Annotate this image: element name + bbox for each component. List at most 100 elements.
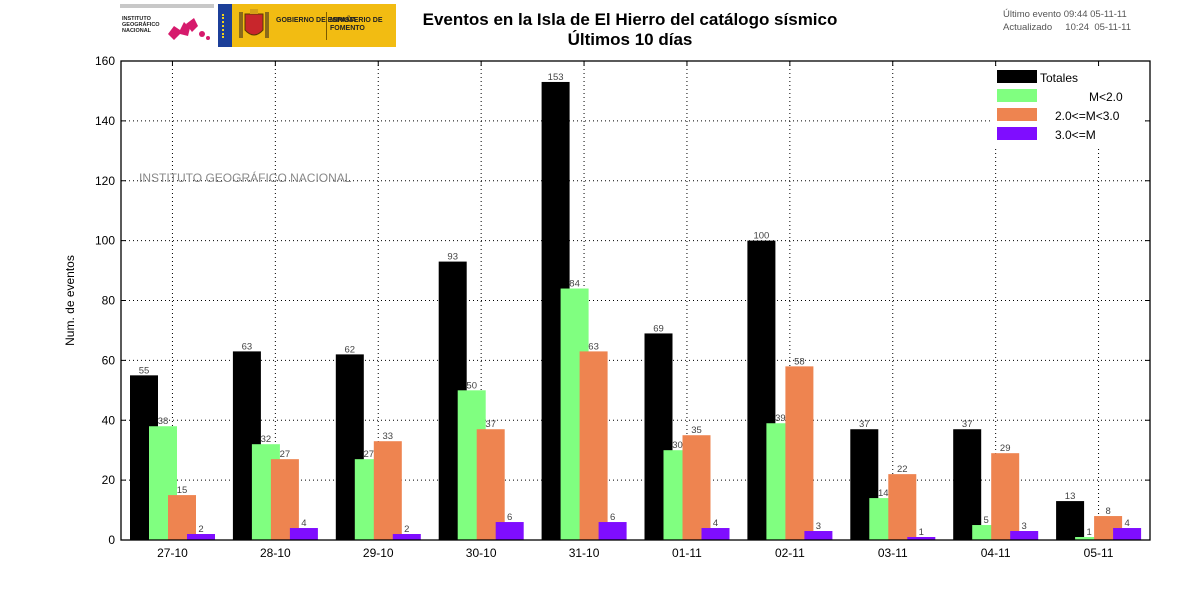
legend-swatch: [997, 89, 1037, 102]
data-label: 37: [859, 419, 870, 430]
x-tick-label: 28-10: [260, 546, 291, 560]
watermark-text: INSTITUTO GEOGRÁFICO NACIONAL: [139, 170, 352, 185]
bar-30m: [598, 522, 627, 540]
data-label: 55: [139, 365, 150, 376]
data-label: 32: [261, 434, 272, 445]
logo-separator: [326, 12, 327, 40]
legend-swatch: [997, 127, 1037, 140]
data-label: 153: [548, 72, 564, 83]
data-label: 33: [383, 431, 394, 442]
coat-of-arms-icon: [239, 9, 269, 38]
data-label: 63: [242, 341, 253, 352]
data-label: 2: [404, 524, 409, 535]
legend-swatch: [997, 108, 1037, 121]
chart-subtitle: Últimos 10 días: [567, 30, 693, 49]
header: INSTITUTO GEOGRÁFICO NACIONAL GOBIERNO D…: [0, 0, 1201, 52]
data-label: 4: [713, 518, 718, 529]
data-label: 1: [919, 527, 924, 538]
data-label: 62: [345, 344, 356, 355]
data-label: 58: [794, 356, 805, 367]
data-label: 22: [897, 464, 908, 475]
data-label: 39: [775, 413, 786, 424]
bar-30m: [289, 528, 318, 540]
bar-30m: [907, 537, 936, 540]
bar-20m30: [888, 474, 917, 540]
y-tick-label: 0: [108, 533, 115, 547]
data-label: 6: [610, 512, 615, 523]
y-tick-label: 140: [95, 114, 115, 128]
chart-title-line1: Eventos en la Isla de El Hierro del catá…: [422, 10, 838, 29]
data-label: 3: [816, 521, 821, 532]
plot-frame: [120, 60, 1151, 541]
bar-30m: [187, 534, 215, 540]
data-label: 2: [198, 524, 203, 535]
data-label: 1: [1086, 527, 1091, 538]
ign-logo: INSTITUTO GEOGRÁFICO NACIONAL: [120, 4, 216, 46]
data-label: 38: [158, 416, 169, 427]
eu-flag-icon: [218, 4, 232, 47]
data-label: 37: [962, 419, 973, 430]
data-label: 27: [280, 449, 291, 460]
update-info: Último evento 09:44 05-11-11 Actualizado…: [1003, 8, 1131, 34]
bar-30m: [495, 522, 524, 540]
legend: Totales M<2.0 2.0<=M<3.0 3.0<=M: [993, 66, 1143, 146]
x-tick-label: 30-10: [466, 546, 497, 560]
legend-swatch: [997, 70, 1037, 83]
ign-logo-bar: [120, 4, 214, 8]
data-label: 27: [364, 449, 375, 460]
bar-20m30: [579, 351, 608, 540]
bar-20m30: [785, 366, 814, 540]
bar-20m30: [373, 441, 402, 540]
y-tick-label: 80: [102, 294, 116, 308]
data-label: 29: [1000, 443, 1011, 454]
x-tick-label: 31-10: [569, 546, 600, 560]
legend-label: 3.0<=M: [1055, 128, 1096, 142]
bar-20m30: [991, 453, 1020, 540]
data-label: 37: [485, 419, 496, 430]
bar-20m30: [270, 459, 299, 540]
data-label: 69: [653, 323, 664, 334]
ministry-logo-text: MINISTERIO DE FOMENTO: [330, 17, 383, 32]
bar-20m30: [682, 435, 711, 540]
bar-totales: [1056, 501, 1085, 540]
data-label: 14: [878, 488, 889, 499]
data-label: 50: [466, 380, 477, 391]
bar-30m: [392, 534, 421, 540]
chart-title: Eventos en la Isla de El Hierro del catá…: [400, 10, 860, 50]
data-label: 15: [177, 485, 188, 496]
data-label: 6: [507, 512, 512, 523]
data-label: 4: [1124, 518, 1129, 529]
bar-m20: [1075, 537, 1104, 540]
bar-totales: [953, 429, 982, 540]
data-label: 8: [1105, 506, 1110, 517]
data-label: 13: [1065, 491, 1076, 502]
last-event-text: Último evento 09:44 05-11-11: [1003, 9, 1127, 20]
data-label: 35: [691, 425, 702, 436]
data-label: 93: [447, 252, 458, 263]
bar-30m: [804, 531, 833, 540]
y-tick-label: 120: [95, 174, 115, 188]
y-tick-label: 160: [95, 54, 115, 68]
bar-30m: [1113, 528, 1142, 540]
x-tick-label: 27-10: [157, 546, 188, 560]
y-tick-label: 100: [95, 234, 115, 248]
bar-20m30: [168, 495, 196, 540]
data-label: 4: [301, 518, 306, 529]
y-tick-label: 20: [102, 473, 116, 487]
bar-30m: [1010, 531, 1039, 540]
x-tick-label: 29-10: [363, 546, 394, 560]
x-tick-label: 02-11: [775, 546, 805, 560]
legend-label: Totales: [1040, 71, 1078, 85]
bar-20m30: [476, 429, 505, 540]
data-label: 30: [672, 440, 683, 451]
ign-logo-text: INSTITUTO GEOGRÁFICO NACIONAL: [122, 16, 160, 34]
x-tick-label: 04-11: [981, 546, 1011, 560]
data-label: 100: [753, 231, 769, 242]
gov-logo-text: GOBIERNO DE ESPAÑA: [276, 17, 357, 24]
x-tick-label: 01-11: [672, 546, 702, 560]
y-tick-label: 40: [102, 413, 116, 427]
legend-label: 2.0<=M<3.0: [1055, 109, 1120, 123]
data-label: 3: [1022, 521, 1027, 532]
canary-islands-icon: [168, 18, 210, 40]
